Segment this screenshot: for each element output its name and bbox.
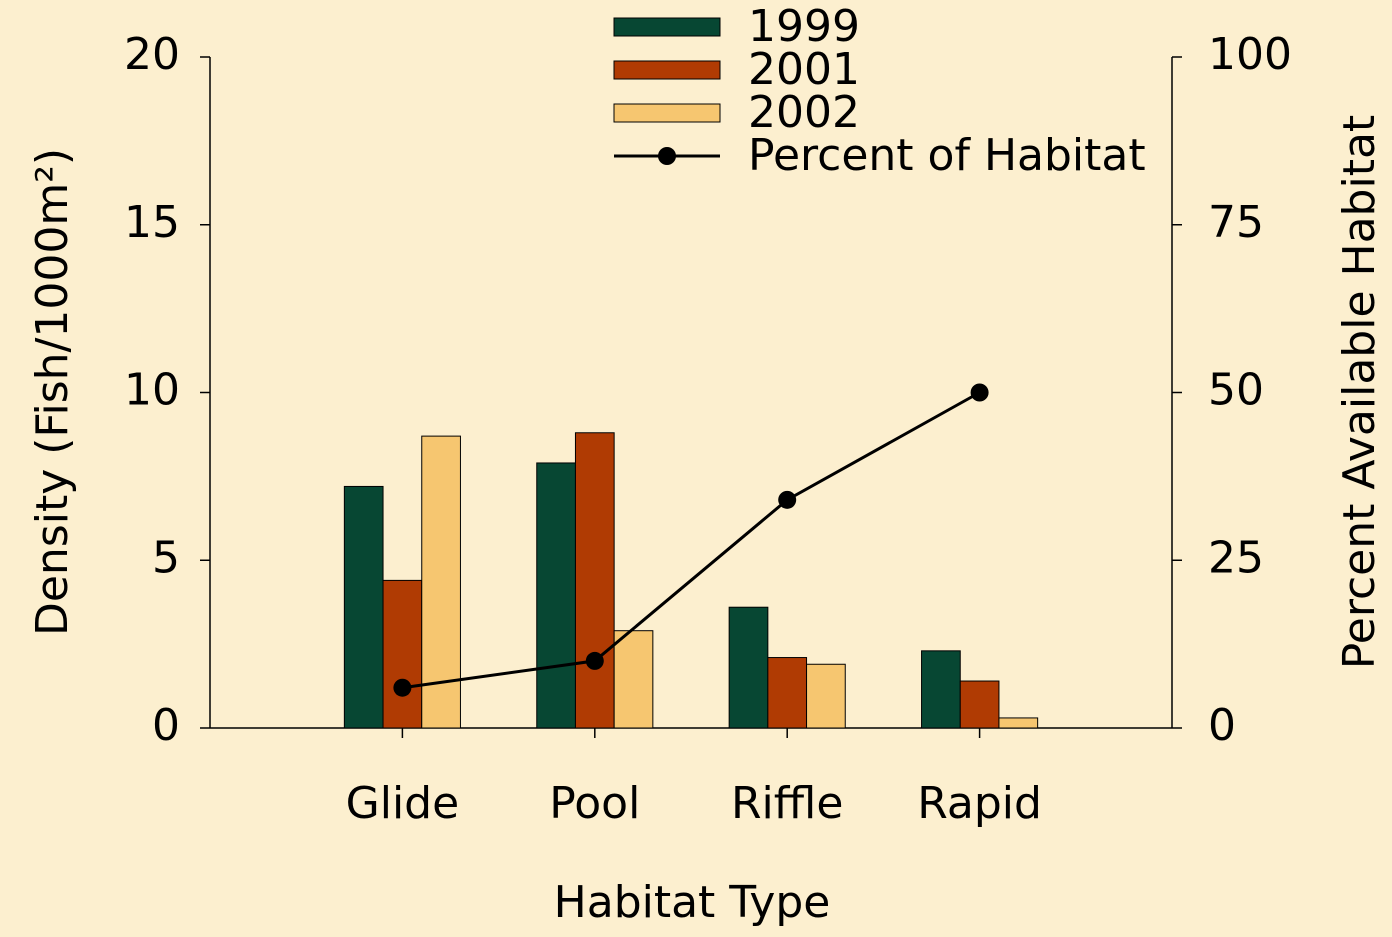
bar [536,462,576,729]
bar [574,432,615,729]
bar [959,680,1000,729]
bar [343,485,384,729]
x-tick-label: Riffle [731,778,843,829]
y-axis-label: Density (Fish/1000m²) [27,148,78,636]
bar [382,579,423,729]
legend-swatch [613,60,721,80]
legend-label: Percent of Habitat [748,130,1146,181]
y2-tick-label: 50 [1208,365,1264,416]
bar [921,650,961,729]
bar [613,630,654,729]
legend-label: 1999 [748,1,860,52]
y2-tick-label: 100 [1208,29,1292,80]
bar [998,717,1039,729]
y-tick-label: 5 [152,532,180,583]
y2-tick-label: 0 [1208,700,1236,751]
x-tick-label: Glide [346,778,460,829]
legend-marker [658,147,676,165]
legend-swatch [613,103,721,123]
x-axis-label: Habitat Type [554,877,831,928]
legend-label: 2001 [748,44,860,95]
x-tick-label: Rapid [917,778,1042,829]
point [393,678,412,697]
y2-axis-label: Percent Available Habitat [1334,115,1385,669]
point [970,383,989,402]
legend-swatch [613,17,721,37]
y2-tick-label: 25 [1208,532,1264,583]
legend-label: 2002 [748,87,860,138]
point [585,651,604,670]
line [402,391,981,690]
bar [806,663,846,729]
bar [728,606,769,729]
x-tick-label: Pool [549,778,640,829]
y-tick-label: 20 [124,29,180,80]
y-tick-label: 0 [152,700,180,751]
bar [767,657,808,729]
y2-tick-label: 75 [1208,197,1264,248]
point [778,490,797,509]
y-tick-label: 15 [124,197,180,248]
y-tick-label: 10 [124,365,180,416]
